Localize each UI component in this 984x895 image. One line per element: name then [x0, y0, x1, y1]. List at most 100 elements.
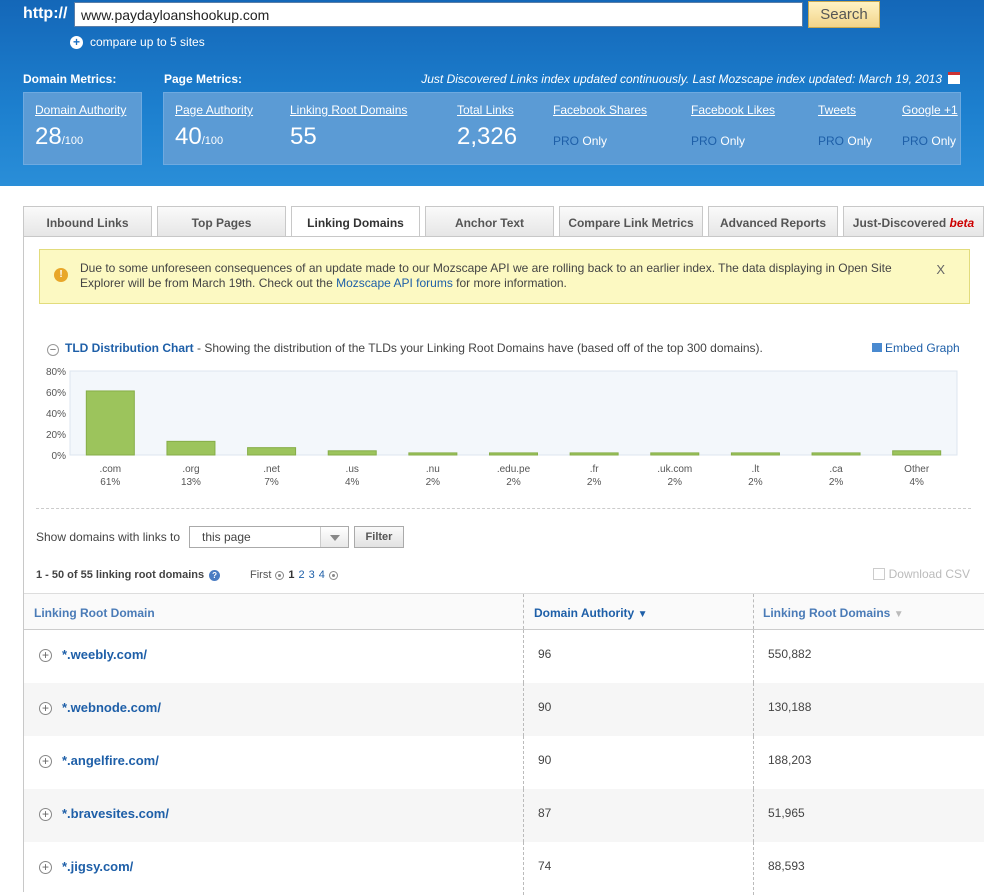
domain-metrics-label: Domain Metrics:	[23, 72, 117, 86]
domain-authority-value: 87	[538, 806, 552, 820]
column-divider	[753, 683, 754, 736]
metric-label[interactable]: Facebook Likes	[691, 103, 776, 117]
domain-link[interactable]: *.angelfire.com/	[62, 753, 159, 768]
domain-authority-value: 74	[538, 859, 552, 873]
col-linking-root-domains[interactable]: Linking Root Domains ▼	[763, 606, 904, 620]
bar-value-label: 2%	[506, 477, 521, 488]
column-divider	[523, 683, 524, 736]
y-tick-label: 20%	[46, 430, 66, 441]
col-linking-root-domain[interactable]: Linking Root Domain	[34, 606, 155, 620]
metric-label[interactable]: Tweets	[818, 103, 857, 117]
pro-only-text: PRO Only	[691, 134, 746, 148]
bar-value-label: 2%	[829, 477, 844, 488]
close-notice-button[interactable]: X	[936, 262, 945, 277]
page-1[interactable]: 1	[288, 569, 295, 581]
tab-compare-link-metrics[interactable]: Compare Link Metrics	[559, 206, 703, 236]
linking-root-domains-value: 550,882	[768, 647, 812, 661]
collapse-icon[interactable]: −	[47, 344, 59, 356]
pager-first[interactable]: First	[250, 569, 272, 581]
csv-icon	[872, 568, 885, 580]
bar-ukcom	[650, 452, 700, 456]
url-input[interactable]	[74, 2, 803, 27]
bar-fr	[569, 452, 619, 456]
bar-value-label: 4%	[345, 477, 360, 488]
metric-label[interactable]: Facebook Shares	[553, 103, 648, 117]
tab-linking-domains[interactable]: Linking Domains	[291, 206, 420, 237]
y-tick-label: 0%	[52, 451, 67, 462]
metric-label[interactable]: Google +1	[902, 103, 958, 117]
pagination: First 1 2 3 4	[250, 569, 338, 581]
tab-inbound-links[interactable]: Inbound Links	[23, 206, 152, 236]
expand-icon[interactable]: +	[39, 808, 52, 821]
x-tick-label: .net	[263, 464, 280, 475]
embed-icon	[872, 343, 882, 352]
column-divider	[523, 736, 524, 789]
filter-button[interactable]: Filter	[354, 526, 404, 548]
page-metrics-label: Page Metrics:	[164, 72, 243, 86]
bar-edupe	[489, 452, 538, 456]
bar-com	[85, 390, 135, 456]
compare-sites-link[interactable]: + compare up to 5 sites	[70, 35, 205, 49]
x-tick-label: .us	[346, 464, 359, 475]
x-tick-label: .fr	[590, 464, 600, 475]
column-divider	[523, 594, 524, 629]
table-row: + *.bravesites.com/ 87 51,965	[24, 789, 984, 842]
filter-label: Show domains with links to	[36, 530, 181, 544]
expand-icon[interactable]: +	[39, 702, 52, 715]
domain-link[interactable]: *.jigsy.com/	[62, 859, 134, 874]
metric-label[interactable]: Total Links	[457, 103, 514, 117]
chart-title: TLD Distribution Chart	[65, 341, 194, 355]
column-divider	[523, 789, 524, 842]
tab-anchor-text[interactable]: Anchor Text	[425, 206, 554, 236]
page-2[interactable]: 2	[298, 569, 305, 581]
prev-icon[interactable]	[275, 570, 285, 580]
domain-link[interactable]: *.bravesites.com/	[62, 806, 169, 821]
tab-just-discovered[interactable]: Just-Discovered beta	[843, 206, 984, 236]
metric-label[interactable]: Linking Root Domains	[290, 103, 408, 117]
metric-value: 2,326	[457, 123, 518, 150]
bar-value-label: 2%	[587, 477, 602, 488]
expand-icon[interactable]: +	[39, 649, 52, 662]
metric-value: 28/100	[35, 123, 84, 150]
tld-distribution-chart: 0% 20% 40% 60% 80% .com 61% .org 13% .net 7% .us 4%.…	[46, 367, 958, 488]
linking-root-domains-value: 51,965	[768, 806, 805, 820]
section-divider	[36, 508, 971, 509]
metric-google-plus: Google +1 PRO Only	[902, 103, 958, 148]
help-icon[interactable]: ?	[209, 570, 221, 581]
mozscape-forums-link[interactable]: Mozscape API forums	[336, 276, 453, 290]
notice-message: Due to some unforeseen consequences of a…	[80, 261, 892, 290]
http-label: http://	[23, 5, 68, 22]
expand-icon[interactable]: +	[39, 755, 52, 768]
expand-icon[interactable]: +	[39, 861, 52, 874]
chevron-down-icon	[320, 527, 348, 547]
filter-select[interactable]: this page	[189, 526, 349, 548]
table-row: + *.weebly.com/ 96 550,882	[24, 630, 984, 683]
filter-selected-value: this page	[202, 530, 251, 544]
x-tick-label: .nu	[426, 464, 440, 475]
page-3[interactable]: 3	[308, 569, 315, 581]
search-button[interactable]: Search	[808, 1, 880, 28]
next-icon[interactable]	[328, 570, 338, 580]
tab-top-pages[interactable]: Top Pages	[157, 206, 286, 236]
metric-page-authority: Page Authority 40/100	[175, 103, 253, 151]
calendar-icon	[948, 72, 960, 84]
metric-label[interactable]: Domain Authority	[35, 103, 127, 117]
column-divider	[753, 789, 754, 842]
metric-label[interactable]: Page Authority	[175, 103, 254, 117]
table-row: + *.jigsy.com/ 74 88,593	[24, 842, 984, 895]
column-divider	[523, 842, 524, 895]
compare-label: compare up to 5 sites	[90, 35, 205, 49]
domain-authority-value: 90	[538, 753, 552, 767]
metric-facebook-likes: Facebook Likes PRO Only	[691, 103, 775, 148]
domain-link[interactable]: *.weebly.com/	[62, 647, 148, 662]
index-note-text: Just Discovered Links index updated cont…	[421, 72, 942, 86]
page-4[interactable]: 4	[318, 569, 325, 581]
tab-advanced-reports[interactable]: Advanced Reports	[708, 206, 838, 236]
results-count: 1 - 50 of 55 linking root domains?	[36, 569, 221, 581]
x-tick-label: .org	[182, 464, 199, 475]
embed-graph-link[interactable]: Embed Graph	[872, 341, 960, 355]
download-csv-link[interactable]: Download CSV	[872, 567, 970, 581]
metric-domain-authority: Domain Authority 28/100	[35, 103, 126, 151]
domain-link[interactable]: *.webnode.com/	[62, 700, 161, 715]
col-domain-authority[interactable]: Domain Authority ▼	[534, 606, 648, 620]
